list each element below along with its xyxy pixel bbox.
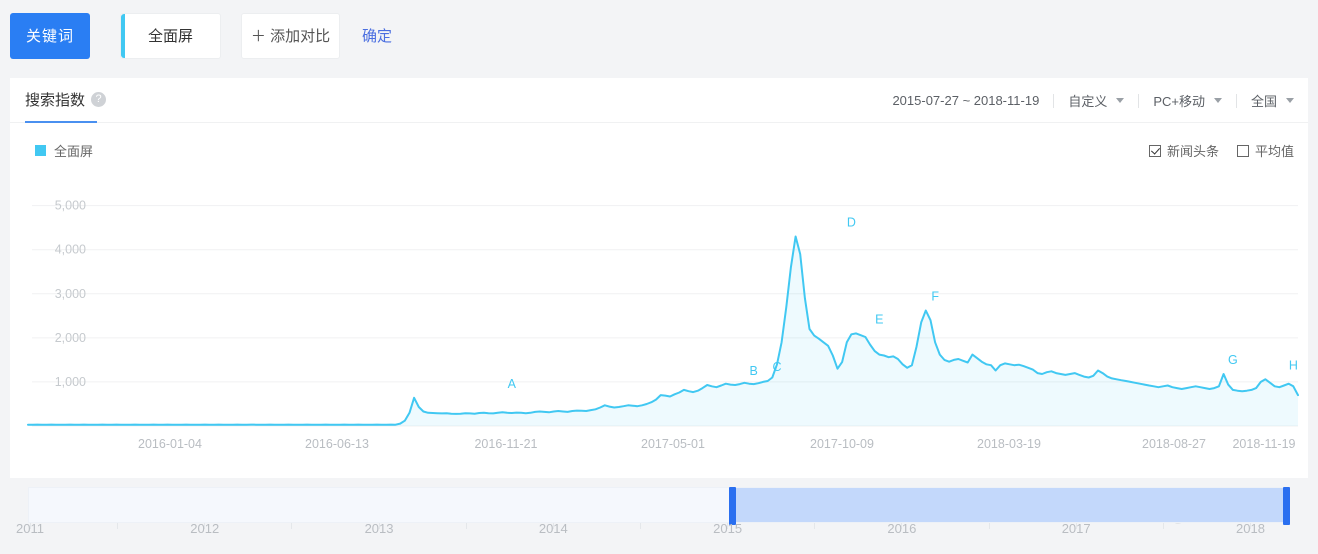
slider-tick [1162,523,1164,529]
y-axis-label: 3,000 [55,287,86,301]
slider-year-label: 2011 [16,521,44,536]
chart-marker-a[interactable]: A [508,377,517,391]
x-axis-label: 2017-05-01 [641,437,705,451]
slider-year-label: 2012 [190,521,220,536]
device-dropdown[interactable]: PC+移动 [1153,91,1222,110]
tab-search-index[interactable]: 搜索指数 ? [25,89,107,110]
chart-area: 1,000 2,000 3,000 4,000 5,000 A B C D E F G H 2016-01… [10,178,1308,525]
y-axis-label: 4,000 [55,243,86,257]
slider-tick [204,523,206,529]
y-axis-label: 1,000 [55,375,86,389]
chart-marker-g[interactable]: G [1228,353,1238,367]
slider-year-label: 2015 [713,521,743,536]
chart-legend[interactable]: 全面屏 [35,141,93,160]
slider-tick [117,523,119,529]
chevron-down-icon [1116,98,1125,103]
divider [1053,93,1055,108]
device-label: PC+移动 [1153,94,1205,109]
chart-marker-e[interactable]: E [875,312,883,326]
slider-year-label: 2016 [887,521,917,536]
chart-option-checkboxes: 新闻头条 平均值 [1148,141,1294,160]
term-chip-label: 全面屏 [147,28,193,45]
x-axis-label: 2018-08-27 [1142,437,1206,451]
x-axis-label: 2018-11-19 [1232,437,1295,451]
slider-year-labels: 2011 2012 2013 2014 2015 2016 2017 2018 [0,521,1318,551]
time-range-slider[interactable] [28,487,1291,525]
series-line [27,235,1299,426]
slider-year-label: 2018 [1236,521,1265,536]
slider-tick [465,523,467,529]
chart-marker-d[interactable]: D [847,215,856,229]
slider-handle-right[interactable] [1283,487,1291,525]
card-header: 搜索指数 ? 2015-07-27 ~ 2018-11-19 自定义 PC+移动… [10,78,1308,123]
search-index-line-chart[interactable]: 1,000 2,000 3,000 4,000 5,000 A B C D E F G H 2016-01… [10,178,1308,478]
slider-tick [727,523,729,529]
term-chip-quanmianping[interactable]: 全面屏 [120,12,221,59]
checkbox-news-label: 新闻头条 [1166,144,1219,159]
y-axis-label: 5,000 [55,199,86,213]
checkbox-news-headlines[interactable]: 新闻头条 [1148,141,1219,160]
x-axis-label: 2017-10-09 [810,437,874,451]
slider-tick [30,523,31,529]
series-area-fill [28,236,1298,426]
region-label: 全国 [1250,94,1277,109]
divider [1138,93,1140,108]
x-axis-label: 2016-11-21 [474,437,537,451]
search-index-card: 搜索指数 ? 2015-07-27 ~ 2018-11-19 自定义 PC+移动… [10,78,1308,525]
tab-active-underline [25,121,97,123]
date-range-label[interactable]: 2015-07-27 ~ 2018-11-19 [892,93,1040,108]
slider-tick [552,523,554,529]
slider-handle-left[interactable] [729,487,737,525]
slider-selected-range[interactable] [732,488,1287,522]
custom-period-label: 自定义 [1068,94,1108,109]
slider-tick-marks [28,523,1290,531]
slider-tick [988,523,990,529]
slider-tick [814,523,816,529]
help-icon[interactable]: ? [91,92,107,107]
slider-tick [1075,523,1077,529]
slider-year-label: 2013 [364,521,394,536]
slider-tick [291,523,293,529]
x-axis-label: 2016-06-13 [305,437,369,451]
slider-tick [1250,523,1251,529]
y-axis-label: 2,000 [55,331,86,345]
region-dropdown[interactable]: 全国 [1251,91,1294,110]
header-controls: 2015-07-27 ~ 2018-11-19 自定义 PC+移动 全国 [892,91,1294,110]
chevron-down-icon [1213,98,1222,103]
page-title: 搜索指数 [25,92,86,109]
add-compare-button[interactable]: ＋ 添加对比 [241,12,340,59]
checkbox-box-checked [1148,144,1161,157]
x-axis-label: 2016-01-04 [138,437,202,451]
confirm-button[interactable]: 确定 [362,28,393,45]
checkbox-average-label: 平均值 [1254,144,1294,159]
chart-marker-f[interactable]: F [931,290,939,304]
term-accent-bar [121,13,125,58]
chart-marker-h[interactable]: H [1289,358,1298,372]
checkbox-box-unchecked [1236,144,1249,157]
slider-year-label: 2017 [1061,521,1091,536]
legend-swatch [35,145,46,156]
slider-tick [378,523,380,529]
slider-tick [901,523,903,529]
chevron-down-icon [1286,98,1294,103]
checkbox-average[interactable]: 平均值 [1236,141,1294,160]
chart-marker-b[interactable]: B [750,364,758,378]
top-toolbar: 关键词 全面屏 ＋ 添加对比 确定 [0,0,1318,71]
keyword-button[interactable]: 关键词 [10,12,90,59]
custom-period-dropdown[interactable]: 自定义 [1068,91,1125,110]
slider-year-label: 2014 [538,521,568,536]
divider [1235,93,1237,108]
chart-marker-c[interactable]: C [772,360,781,374]
x-axis-label: 2018-03-19 [977,437,1041,451]
slider-tick [640,523,641,529]
legend-label: 全面屏 [54,144,94,159]
